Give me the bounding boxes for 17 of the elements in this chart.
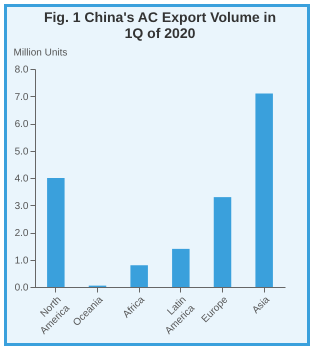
y-tick-label: 8.0 — [14, 64, 29, 76]
y-tick-label: 5.0 — [14, 146, 29, 158]
bar — [255, 94, 273, 287]
y-tick-label: 1.0 — [14, 255, 29, 266]
y-tick-label: 2.0 — [14, 228, 29, 239]
y-tick-label: 6.0 — [14, 119, 29, 130]
y-tick-label: 4.0 — [14, 174, 29, 184]
bar — [172, 248, 190, 287]
y-tick-label: 7.0 — [14, 92, 29, 103]
y-axis-title: Million Units — [14, 48, 68, 58]
chart-title: Fig. 1 China's AC Export Volume in 1Q of 2020 — [44, 9, 276, 41]
bar — [130, 265, 148, 287]
bar — [214, 197, 232, 287]
x-tick-label: Asia — [250, 294, 272, 316]
y-tick-label: 3.0 — [14, 200, 29, 212]
y-tick-label: 0.0 — [14, 282, 29, 294]
bar — [47, 178, 65, 287]
